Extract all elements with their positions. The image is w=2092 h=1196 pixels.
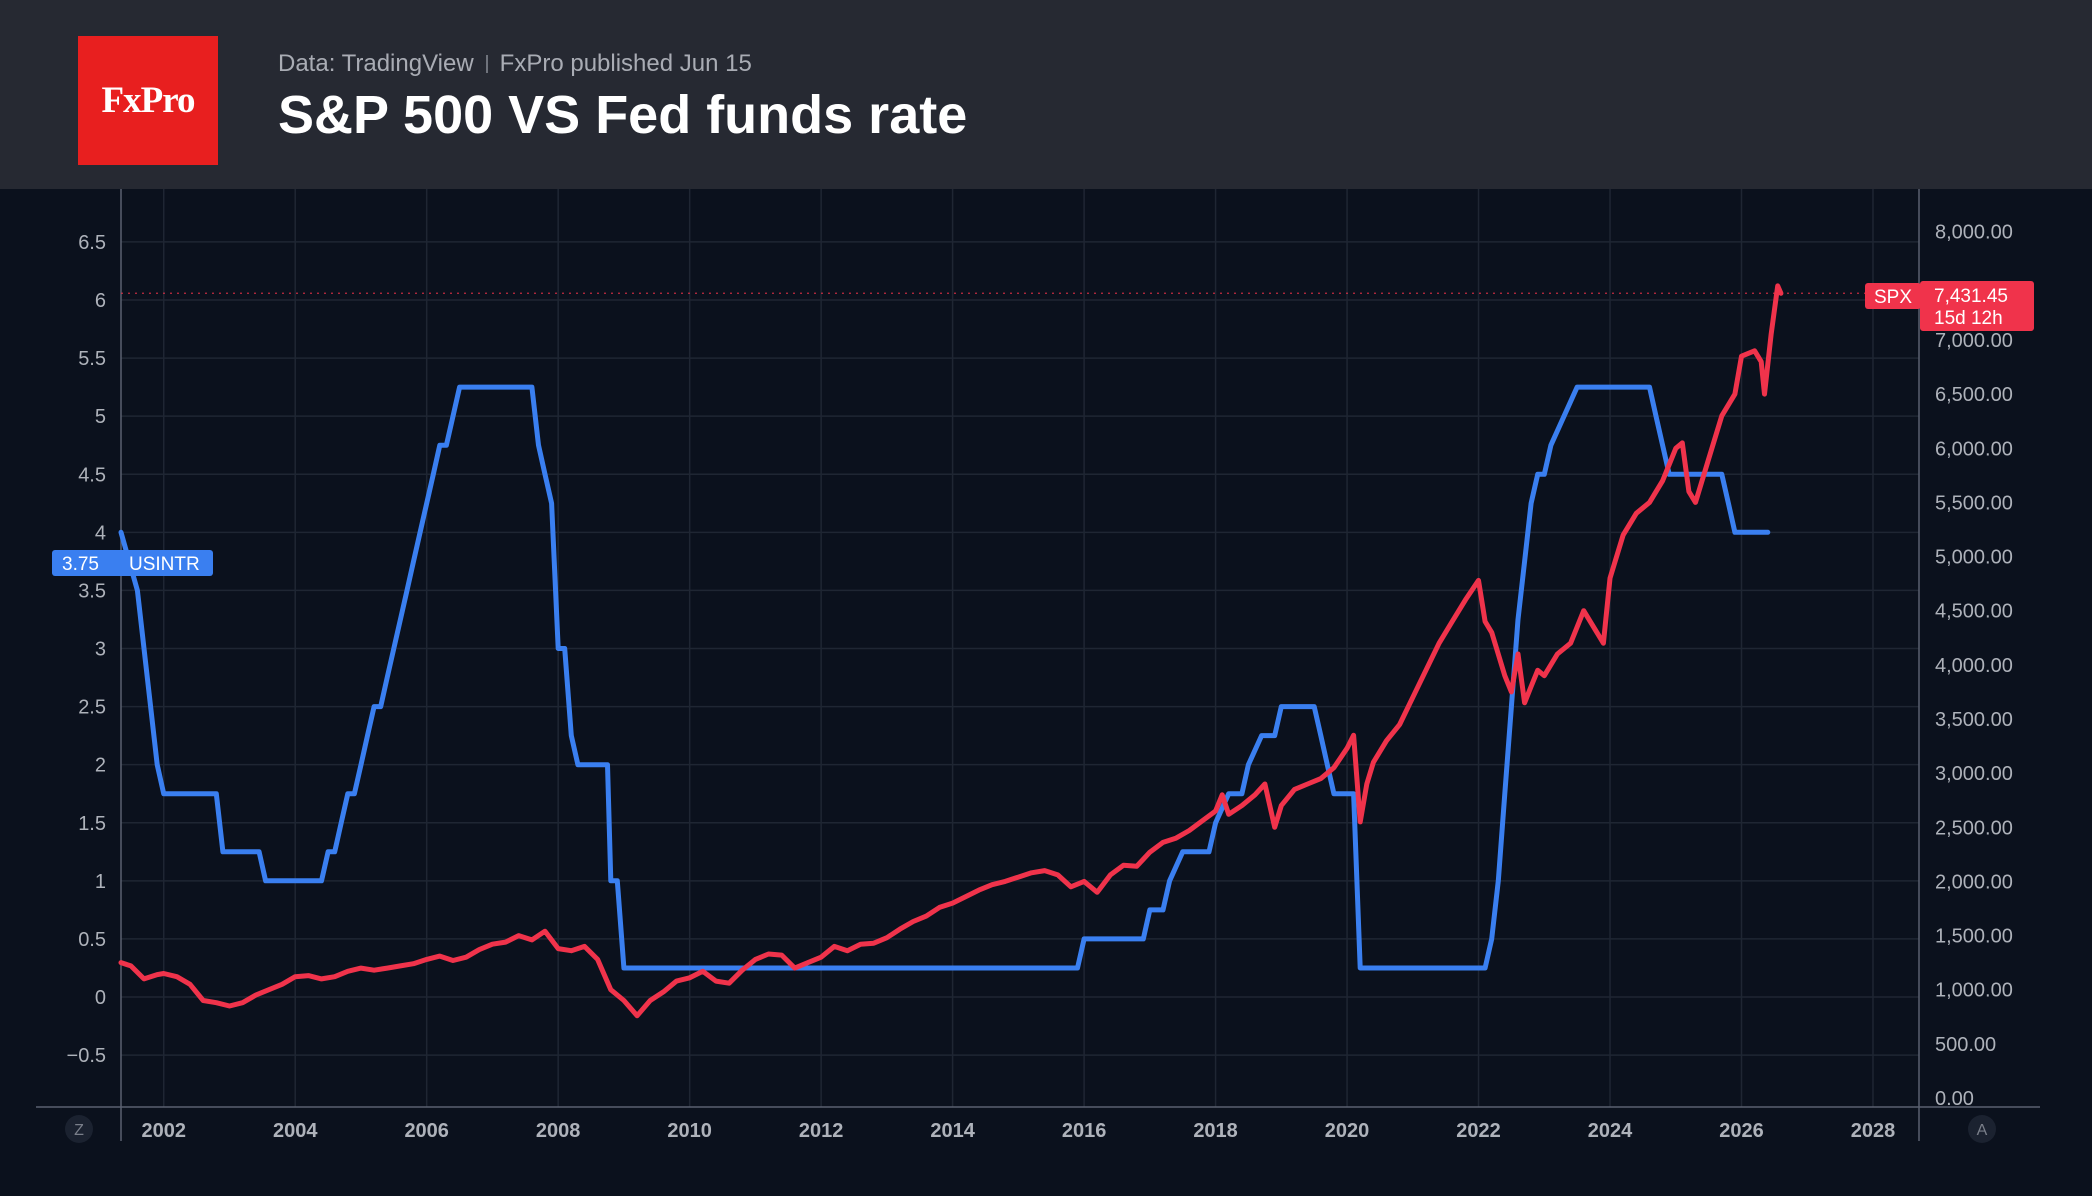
- left-axis-tick-label: 4: [95, 522, 106, 544]
- data-source-label: Data: TradingView: [278, 50, 474, 77]
- left-axis-tick-label: −0.5: [67, 1045, 106, 1067]
- source-line: Data: TradingView FxPro published Jun 15: [278, 50, 752, 78]
- separator-divider: [485, 55, 488, 73]
- left-axis-tick-label: 5: [95, 406, 106, 428]
- left-axis-tick-label: 3: [95, 639, 106, 661]
- right-axis-tick-label: 7,000.00: [1935, 330, 2013, 352]
- x-axis-tick-label: 2022: [1456, 1120, 1501, 1142]
- chart-svg[interactable]: −0.5 0 0.5 1 1.5 2 2.5 3 3.5 4 4.5 5 5.5 6 6.5 0.00 500.…: [0, 189, 2092, 1196]
- spx-name-label: SPX: [1874, 287, 1912, 308]
- x-axis-tick-label: 2014: [930, 1120, 975, 1142]
- x-axis-tick-label: 2020: [1325, 1120, 1370, 1142]
- x-axis-tick-label: 2010: [667, 1120, 712, 1142]
- left-axis-tick-label: 4.5: [78, 464, 106, 486]
- left-axis-tick-label: 1: [95, 871, 106, 893]
- right-axis-tick-label: 5,000.00: [1935, 547, 2013, 569]
- x-axis-tick-label: 2016: [1062, 1120, 1107, 1142]
- right-axis-tick-label: 8,000.00: [1935, 222, 2013, 244]
- right-axis-tick-label: 6,500.00: [1935, 384, 2013, 406]
- usintr-series-line[interactable]: [118, 384, 1771, 971]
- left-axis-tick-label: 0: [95, 987, 106, 1009]
- z-button-label: Z: [74, 1122, 84, 1139]
- x-axis-tick-label: 2026: [1719, 1120, 1764, 1142]
- right-axis-tick-label: 5,500.00: [1935, 492, 2013, 514]
- spx-series-line[interactable]: [118, 283, 1784, 1019]
- left-axis-tick-label: 1.5: [78, 813, 106, 835]
- left-axis-tick-label: 6.5: [78, 232, 106, 254]
- left-axis-tick-label: 0.5: [78, 929, 106, 951]
- usintr-price-label: [52, 550, 213, 576]
- right-axis-tick-label: 2,000.00: [1935, 871, 2013, 893]
- usintr-value-label: 3.75: [62, 554, 99, 575]
- x-axis-tick-label: 2028: [1851, 1120, 1896, 1142]
- right-axis-tick-label: 3,500.00: [1935, 709, 2013, 731]
- left-axis-tick-label: 2.5: [78, 697, 106, 719]
- logo-text: FxPro: [101, 80, 196, 121]
- right-axis-tick-label: 3,000.00: [1935, 763, 2013, 785]
- right-axis-tick-label: 4,500.00: [1935, 601, 2013, 623]
- chart-title: S&P 500 VS Fed funds rate: [278, 85, 968, 145]
- x-axis-tick-label: 2012: [799, 1120, 844, 1142]
- left-axis-tick-label: 3.5: [78, 580, 106, 602]
- left-axis-tick-label: 2: [95, 755, 106, 777]
- right-axis-tick-label: 6,000.00: [1935, 438, 2013, 460]
- auto-scale-button[interactable]: [1968, 1115, 1996, 1143]
- spx-price-tag: [1920, 281, 2034, 331]
- x-axis-tick-label: 2024: [1588, 1120, 1633, 1142]
- right-axis-tick-label: 1,500.00: [1935, 926, 2013, 948]
- left-axis-tick-label: 5.5: [78, 348, 106, 370]
- x-axis-tick-label: 2008: [536, 1120, 581, 1142]
- spx-countdown-label: 15d 12h: [1934, 308, 2003, 329]
- a-button-label: A: [1977, 1122, 1988, 1139]
- header-bar: FxPro Data: TradingView FxPro published …: [0, 0, 2092, 189]
- right-axis-tick-label: 1,000.00: [1935, 980, 2013, 1002]
- chart-area: −0.5 0 0.5 1 1.5 2 2.5 3 3.5 4 4.5 5 5.5 6 6.5 0.00 500.…: [0, 189, 2092, 1196]
- right-axis-tick-label: 4,000.00: [1935, 655, 2013, 677]
- x-axis-tick-label: 2004: [273, 1120, 318, 1142]
- x-axis-tick-label: 2002: [141, 1120, 186, 1142]
- usintr-name-label: USINTR: [129, 554, 200, 575]
- x-axis-tick-label: 2018: [1193, 1120, 1238, 1142]
- z-corner-button[interactable]: [65, 1115, 93, 1143]
- left-axis-tick-label: 6: [95, 290, 106, 312]
- spx-value-label: 7,431.45: [1934, 286, 2008, 307]
- spx-name-tag: [1865, 283, 1921, 309]
- x-axis-tick-label: 2006: [404, 1120, 449, 1142]
- right-axis-tick-label: 500.00: [1935, 1034, 1996, 1056]
- published-label: FxPro published Jun 15: [499, 50, 752, 77]
- right-axis-tick-label: 2,500.00: [1935, 817, 2013, 839]
- fxpro-logo: FxPro: [78, 36, 218, 165]
- right-axis-tick-label: 0.00: [1935, 1088, 1974, 1110]
